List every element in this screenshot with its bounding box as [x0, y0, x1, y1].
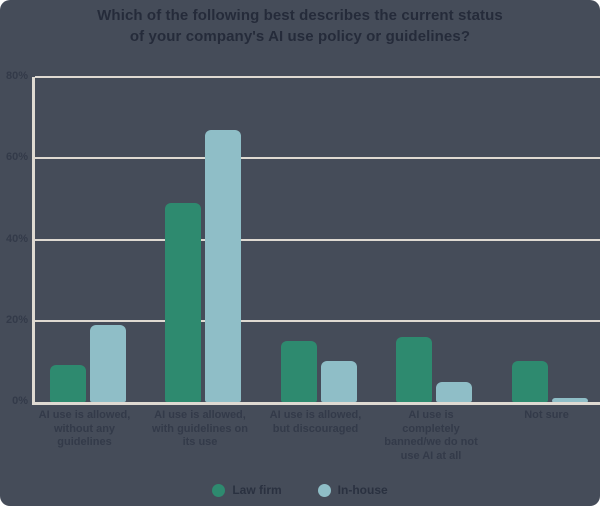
legend: Law firm In-house: [0, 483, 600, 497]
x-category-label-5: Not sure: [524, 409, 569, 421]
chart-title-line1: Which of the following best describes th…: [97, 7, 503, 24]
gridline-40%: [35, 238, 600, 241]
legend-dot-law-firm-icon: [212, 483, 226, 497]
y-tick-label-60%: 60%: [5, 151, 28, 164]
bar-law-firm-cat3: [280, 341, 317, 402]
legend-item-law-firm: Law firm: [212, 483, 282, 497]
bar-law-firm-cat5: [511, 361, 548, 402]
chart-title-line2: of your company's AI use policy or guide…: [129, 28, 471, 45]
bar-in-house-cat3: [320, 361, 357, 402]
bar-in-house-cat5: [551, 397, 588, 402]
y-tick-label-80%: 80%: [5, 70, 28, 82]
bar-law-firm-cat1: [49, 365, 86, 402]
gridline-80%: [35, 76, 600, 78]
x-category-label-3: AI use is allowed, but discouraged: [269, 409, 362, 435]
legend-label: Law firm: [232, 483, 282, 497]
legend-dot-in-house-icon: [317, 483, 331, 497]
gridline-20%: [35, 319, 600, 322]
chart-title: Which of the following best describes th…: [0, 5, 600, 47]
gridline-60%: [35, 157, 600, 160]
bar-in-house-cat4: [436, 381, 472, 402]
legend-item-in-house: In-house: [317, 483, 388, 497]
legend-label: In-house: [337, 483, 388, 497]
y-tick-label-40%: 40%: [5, 232, 28, 245]
x-category-label-1: AI use is allowed, without any guideline…: [38, 409, 131, 448]
bar-law-firm-cat4: [396, 337, 432, 402]
x-category-label-2: AI use is allowed, with guidelines on it…: [152, 409, 248, 448]
y-tick-label-20%: 20%: [5, 313, 28, 326]
plot-area: [32, 76, 600, 405]
y-tick-label-0%: 0%: [12, 395, 28, 407]
x-category-label-4: AI use is completely banned/we do not us…: [384, 409, 478, 462]
bar-in-house-cat1: [89, 324, 126, 402]
bar-law-firm-cat2: [165, 202, 201, 402]
bar-in-house-cat2: [205, 129, 241, 402]
